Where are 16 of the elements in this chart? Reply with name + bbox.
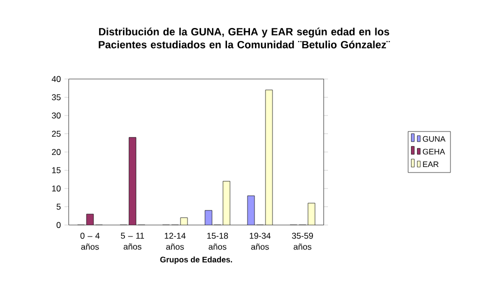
y-tick-label: 40 [52, 76, 61, 82]
y-tick-label: 20 [52, 149, 61, 155]
x-tick-label: 15-18 años [207, 232, 228, 250]
x-tick-label: 35-59 años [292, 232, 313, 250]
y-tick-label: 0 [56, 222, 61, 228]
y-tick-label: 10 [52, 186, 61, 192]
x-tick-label: 0 – 4 años [80, 232, 100, 250]
x-tick-label: 5 – 11 años [120, 232, 144, 250]
y-tick-label: 35 [52, 94, 61, 100]
x-tick-label: 19-34 años [250, 232, 271, 250]
y-tick-label: 30 [52, 112, 61, 118]
y-tick-label: 5 [56, 204, 61, 210]
y-tick-label: 25 [52, 130, 61, 137]
chart-title: Distribución de la GUNA, GEHA y EAR según edad en los Pacientes estudiados en la Comunidad ¨Betulio Gónzalez¨ [98, 28, 390, 48]
y-tick-label: 15 [52, 167, 61, 174]
x-tick-label: 12-14 años [164, 232, 186, 250]
